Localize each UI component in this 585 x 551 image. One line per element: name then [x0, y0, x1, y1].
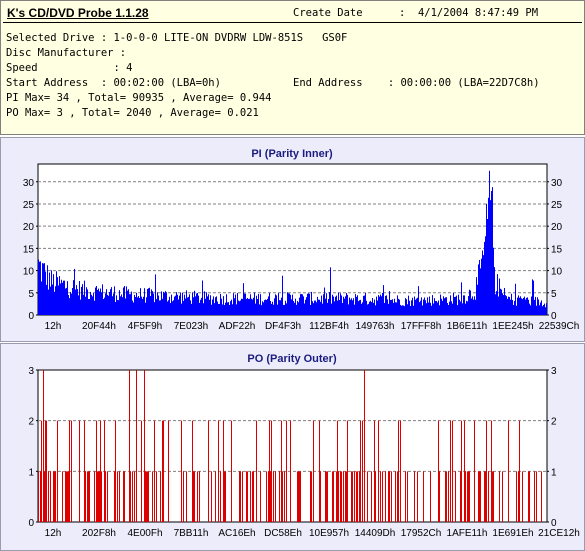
y-tick-label-left: 0	[28, 518, 34, 529]
x-tick-label: DC58Eh	[264, 528, 302, 539]
plot-area	[37, 163, 548, 316]
chart-title: PO (Parity Outer)	[247, 353, 337, 365]
y-tick-label-right: 30	[551, 178, 563, 189]
x-tick-label: 14409Dh	[355, 528, 396, 539]
x-tick-label: 17FFF8h	[401, 321, 442, 332]
x-tick-label: 21CE12h	[538, 528, 580, 539]
y-tick-label-right: 10	[551, 267, 563, 278]
chart-title: PI (Parity Inner)	[251, 148, 333, 160]
y-tick-label-left: 2	[28, 417, 34, 428]
x-tick-label: 1B6E11h	[447, 321, 487, 332]
x-tick-label: 7E023h	[174, 321, 208, 332]
x-tick-label: 22539Ch	[539, 321, 580, 332]
po-stats: PO Max= 3 , Total= 2040 , Average= 0.021	[6, 107, 259, 119]
pi-chart-panel: PI (Parity Inner) 0 0 5 5 10 10 15 15 20 20 25 25 30 3…	[0, 137, 585, 342]
create-date-label: Create Date	[293, 7, 363, 19]
y-tick-label-right: 0	[551, 311, 557, 322]
x-tick-label: 10E957h	[309, 528, 349, 539]
pi-stats: PI Max= 34 , Total= 90935 , Average= 0.9…	[6, 92, 272, 104]
x-tick-label: 149763h	[356, 321, 395, 332]
y-tick-label-left: 25	[23, 200, 35, 211]
y-tick-label-left: 10	[23, 267, 35, 278]
x-tick-label: AC16Eh	[218, 528, 255, 539]
po-chart: PO (Parity Outer) 0 0 1 1 2 2 3 3 12h 202F8h 4E00Fh…	[28, 353, 580, 539]
x-tick-label: 1E691Eh	[492, 528, 533, 539]
bars	[38, 370, 542, 522]
x-tick-label: 4F5F9h	[128, 321, 162, 332]
y-tick-label-right: 25	[551, 200, 563, 211]
x-tick-label: 4E00Fh	[127, 528, 162, 539]
y-tick-label-right: 3	[551, 366, 557, 377]
y-tick-label-left: 1	[28, 467, 34, 478]
disc-manufacturer: Disc Manufacturer :	[6, 47, 127, 59]
info-panel: K's CD/DVD Probe 1.1.28 Create Date : 4/…	[0, 0, 585, 135]
start-address: Start Address : 00:02:00 (LBA=0h)	[6, 77, 221, 89]
y-tick-label-right: 2	[551, 417, 557, 428]
x-tick-label: ADF22h	[219, 321, 256, 332]
x-tick-label: DF4F3h	[265, 321, 301, 332]
x-tick-label: 12h	[45, 321, 62, 332]
x-tick-label: 1EE245h	[492, 321, 533, 332]
title-divider	[3, 22, 582, 23]
x-tick-label: 12h	[45, 528, 62, 539]
x-tick-label: 17952Ch	[401, 528, 442, 539]
y-tick-label-left: 15	[23, 244, 35, 255]
create-date-value: : 4/1/2004 8:47:49 PM	[399, 7, 539, 19]
y-tick-label-right: 1	[551, 467, 557, 478]
y-tick-label-right: 20	[551, 222, 563, 233]
y-tick-label-left: 5	[28, 289, 34, 300]
x-tick-label: 202F8h	[82, 528, 116, 539]
bars	[38, 170, 547, 315]
y-tick-label-left: 20	[23, 222, 35, 233]
y-tick-label-left: 0	[28, 311, 34, 322]
pi-chart: PI (Parity Inner) 0 0 5 5 10 10 15 15 20 20 25 25 30 3…	[23, 148, 580, 332]
y-tick-label-right: 15	[551, 244, 563, 255]
app-title: K's CD/DVD Probe 1.1.28	[5, 6, 151, 20]
x-tick-label: 112BF4h	[309, 321, 349, 332]
plot-area	[37, 369, 548, 523]
y-tick-label-left: 3	[28, 366, 34, 377]
po-chart-panel: PO (Parity Outer) 0 0 1 1 2 2 3 3 12h 202F8h 4E00Fh…	[0, 343, 585, 551]
y-tick-label-left: 30	[23, 178, 35, 189]
x-tick-label: 1AFE11h	[447, 528, 488, 539]
speed: Speed : 4	[6, 62, 133, 74]
y-tick-label-right: 5	[551, 289, 557, 300]
x-tick-label: 7BB11h	[174, 528, 209, 539]
end-address: End Address : 00:00:00 (LBA=22D7C8h)	[293, 77, 540, 89]
selected-drive: Selected Drive : 1-0-0-0 LITE-ON DVDRW L…	[6, 32, 348, 44]
x-tick-label: 20F44h	[82, 321, 116, 332]
y-tick-label-right: 0	[551, 518, 557, 529]
